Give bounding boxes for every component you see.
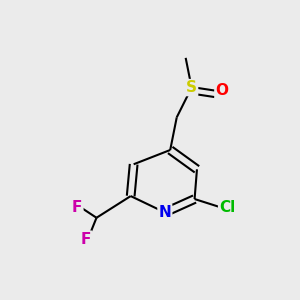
Text: F: F: [81, 232, 91, 247]
Text: Cl: Cl: [219, 200, 236, 214]
Text: O: O: [215, 83, 228, 98]
Text: F: F: [72, 200, 83, 215]
Text: S: S: [186, 80, 197, 95]
Text: N: N: [158, 205, 171, 220]
